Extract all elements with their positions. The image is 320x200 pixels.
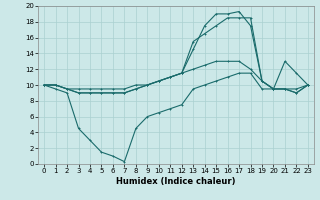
X-axis label: Humidex (Indice chaleur): Humidex (Indice chaleur) xyxy=(116,177,236,186)
